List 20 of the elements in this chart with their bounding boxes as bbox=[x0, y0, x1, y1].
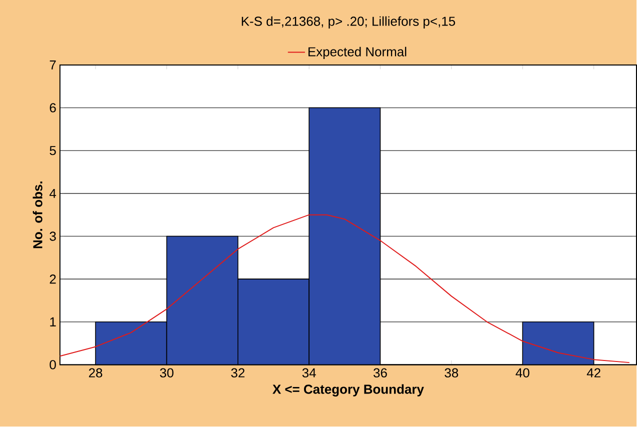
y-tick-label: 2 bbox=[50, 274, 56, 284]
legend-label: Expected Normal bbox=[308, 47, 406, 60]
y-tick-label: 5 bbox=[50, 146, 56, 156]
x-tick-label: 36 bbox=[374, 368, 387, 378]
x-axis-title: X <= Category Boundary bbox=[272, 384, 424, 397]
x-tick-label: 28 bbox=[88, 368, 102, 378]
y-tick-label: 1 bbox=[50, 318, 56, 327]
x-tick-label: 38 bbox=[444, 368, 458, 378]
x-tick-label: 40 bbox=[516, 368, 530, 378]
y-tick-label: 0 bbox=[50, 360, 56, 370]
y-tick-label: 6 bbox=[50, 103, 56, 113]
chart-title: K-S d=,21368, p> .20; Lilliefors p<,15 bbox=[242, 16, 456, 29]
x-tick-label: 32 bbox=[231, 368, 244, 378]
y-tick-label: 3 bbox=[50, 232, 56, 242]
y-tick-label: 7 bbox=[50, 60, 56, 70]
x-tick-label: 42 bbox=[586, 368, 600, 378]
y-axis-title: No. of obs. bbox=[32, 182, 42, 248]
x-tick-label: 34 bbox=[302, 368, 316, 378]
x-tick-label: 30 bbox=[160, 368, 174, 378]
y-tick-label: 4 bbox=[50, 189, 56, 198]
